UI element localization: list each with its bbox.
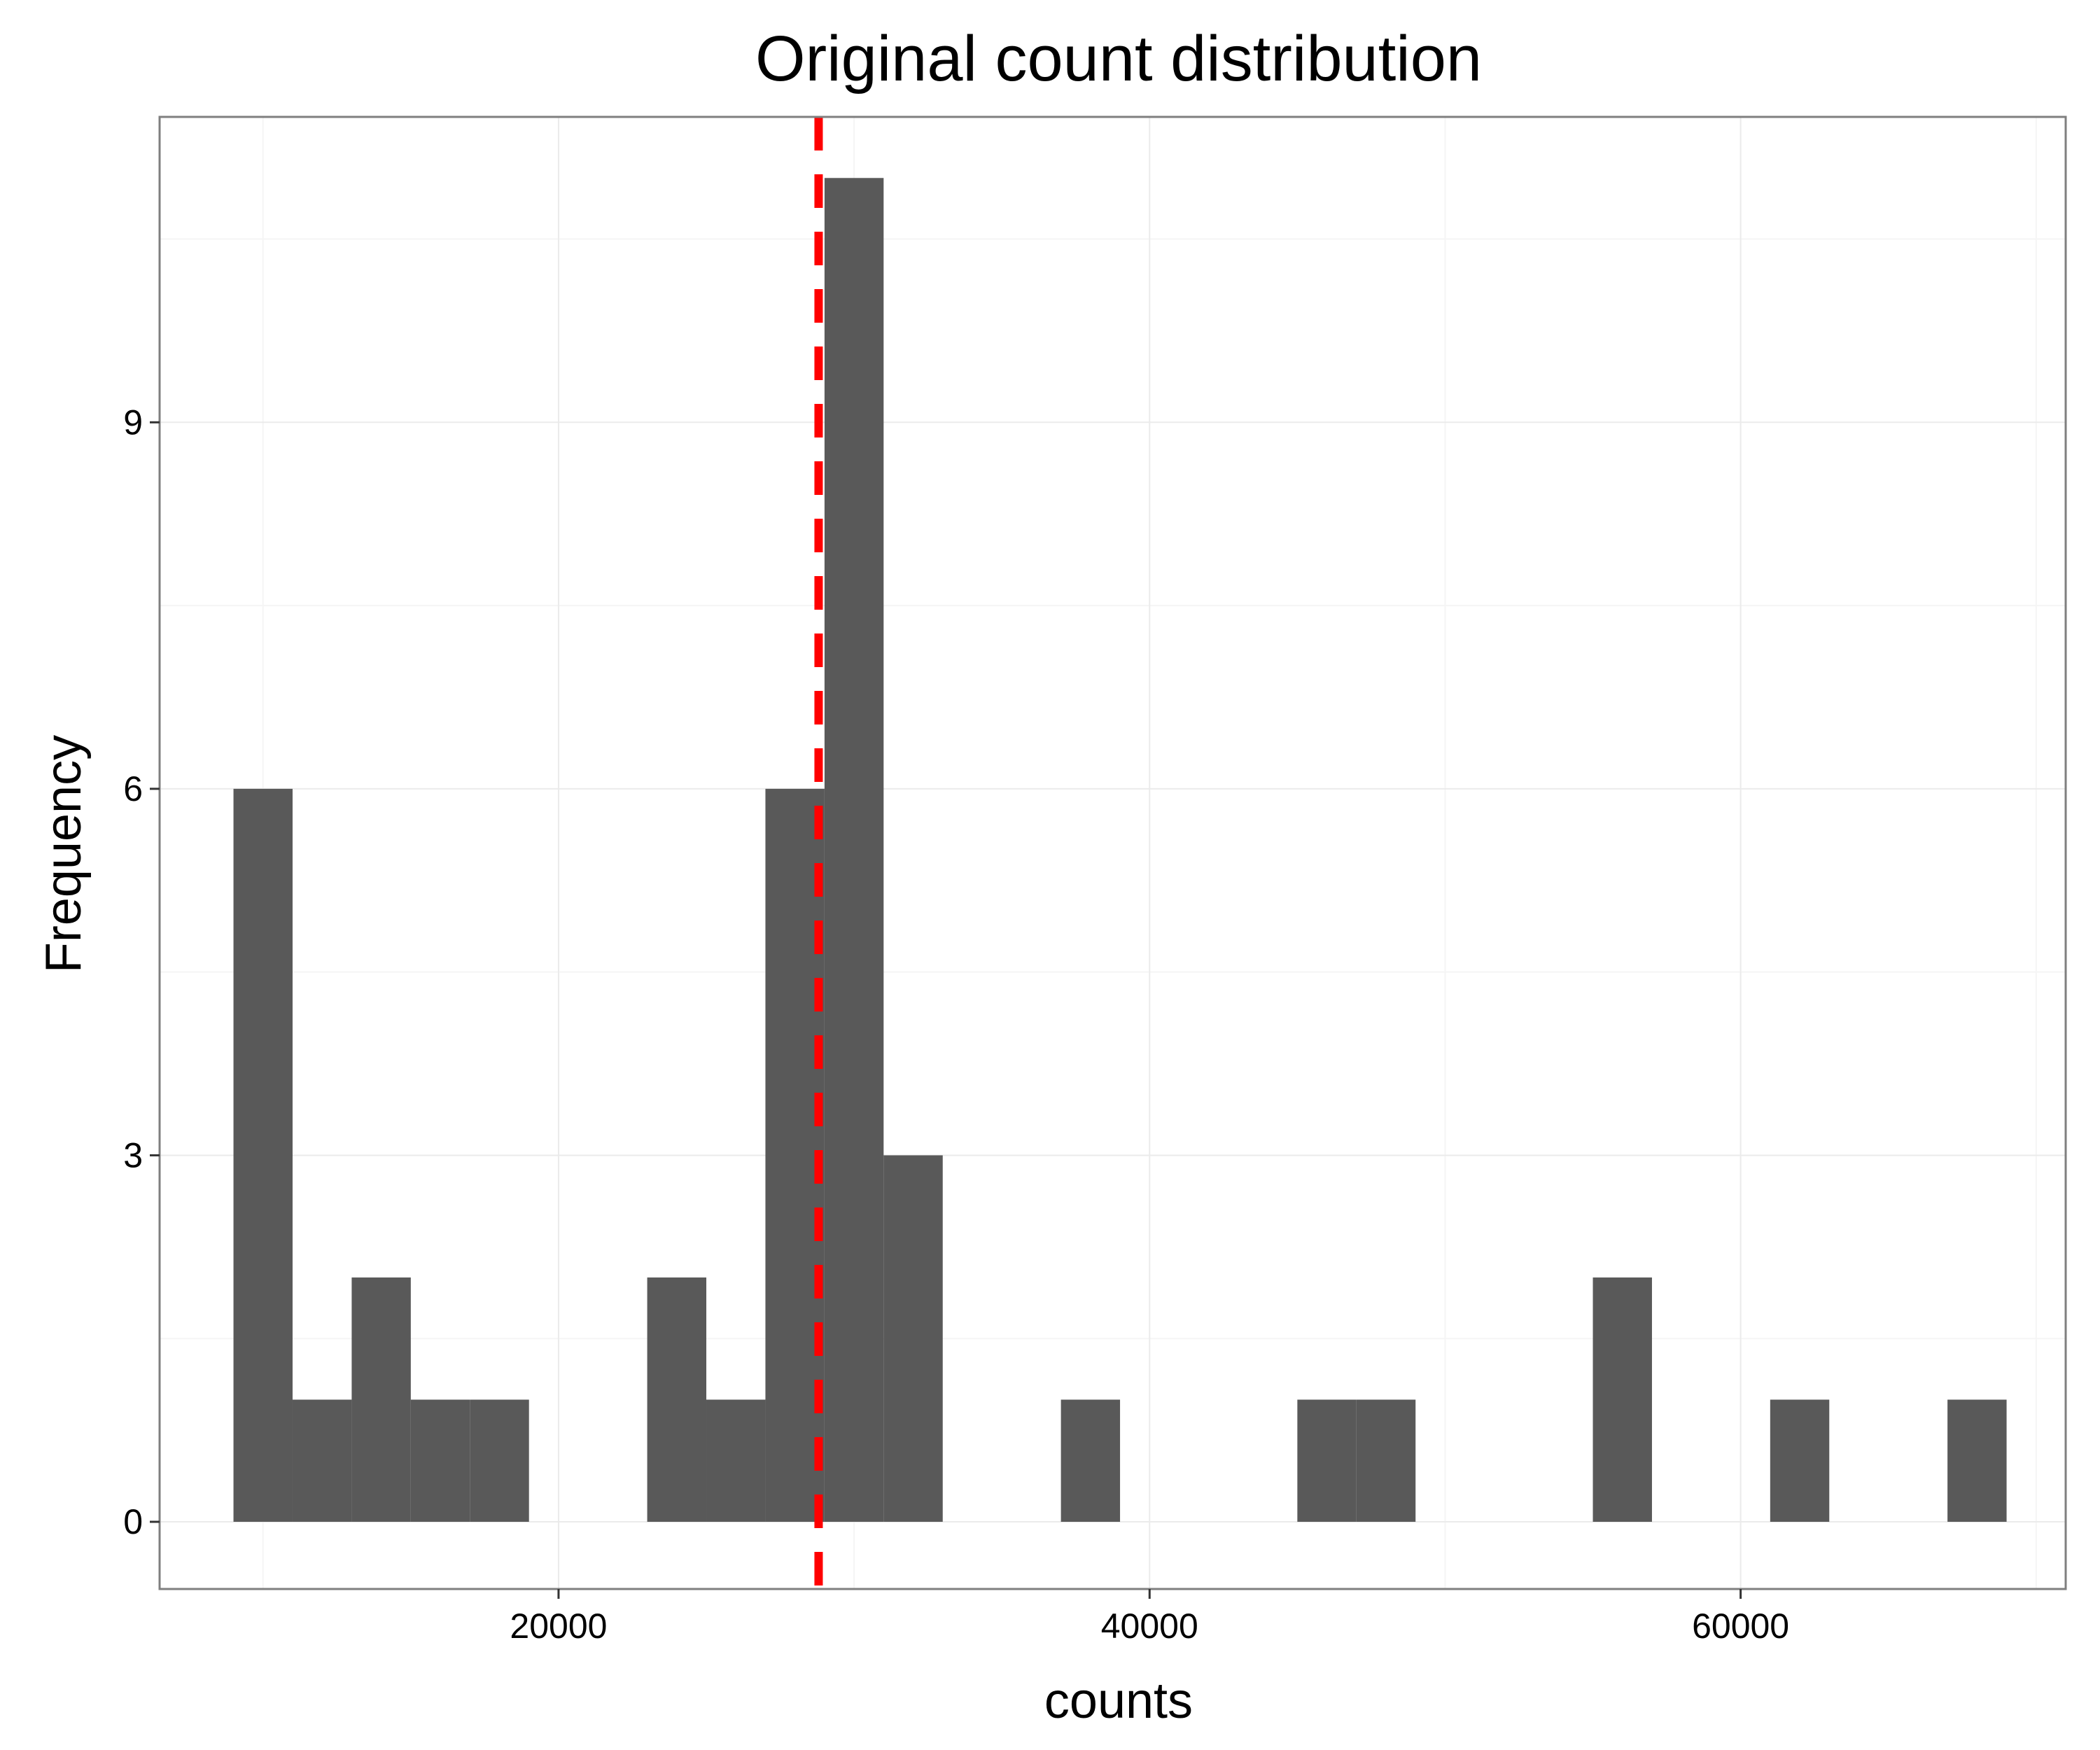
y-tick-label: 3	[123, 1135, 143, 1175]
histogram-bar	[1947, 1399, 2007, 1522]
histogram-bar	[824, 178, 884, 1522]
plot-panel-border	[158, 115, 2067, 1590]
histogram-bar	[1060, 1399, 1121, 1522]
y-axis: 0 3 6 9	[123, 402, 160, 1541]
histogram-bar	[410, 1399, 470, 1522]
histogram-bar	[292, 1399, 352, 1522]
y-tick-label: 9	[123, 402, 143, 442]
histogram-bar	[1592, 1277, 1652, 1522]
x-axis: 20000 40000 60000	[510, 1589, 1789, 1646]
histogram-bar	[351, 1277, 411, 1522]
x-tick-label: 40000	[1101, 1606, 1198, 1646]
x-tick-label: 20000	[510, 1606, 607, 1646]
y-tick-label: 0	[123, 1502, 143, 1541]
histogram-bar	[706, 1399, 766, 1522]
histogram-bar	[1356, 1399, 1416, 1522]
plot-background	[160, 117, 2066, 1589]
histogram-bar	[470, 1399, 529, 1522]
histogram-bar	[1297, 1399, 1357, 1522]
x-tick-label: 60000	[1692, 1606, 1789, 1646]
y-axis-title: Frequency	[36, 735, 92, 973]
y-tick-label: 6	[123, 769, 143, 808]
histogram-bar	[883, 1155, 943, 1522]
histogram-bar	[1770, 1399, 1830, 1522]
chart-title: Original count distribution	[755, 23, 1482, 94]
histogram-bar	[647, 1277, 707, 1522]
histogram-bar	[233, 788, 293, 1522]
x-axis-title: counts	[1044, 1673, 1193, 1729]
